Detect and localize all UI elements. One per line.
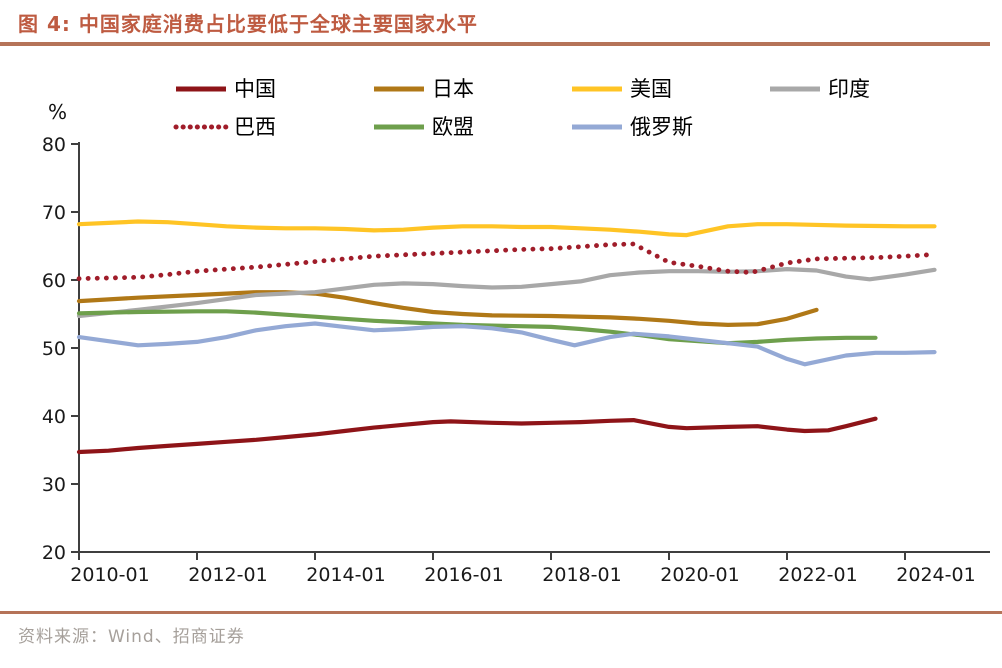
legend-swatch bbox=[374, 86, 424, 92]
legend-item-美国: 美国 bbox=[569, 70, 767, 108]
legend-item-印度: 印度 bbox=[767, 70, 965, 108]
legend-label: 印度 bbox=[828, 76, 870, 101]
y-tick-label: 80 bbox=[42, 134, 66, 156]
source-note: 资料来源：Wind、招商证券 bbox=[18, 627, 245, 647]
legend-item-欧盟: 欧盟 bbox=[371, 108, 569, 146]
legend-label: 美国 bbox=[630, 76, 672, 101]
legend-swatch bbox=[572, 86, 622, 92]
series-line-日本 bbox=[76, 290, 819, 327]
legend-item-日本: 日本 bbox=[371, 70, 569, 108]
legend-swatch bbox=[374, 124, 424, 130]
series-line-印度 bbox=[76, 267, 937, 319]
y-tick-label: 30 bbox=[42, 474, 66, 496]
legend-label: 中国 bbox=[234, 76, 276, 101]
legend-item-巴西: 巴西 bbox=[173, 108, 371, 146]
series-line-俄罗斯 bbox=[76, 321, 937, 367]
legend-swatch bbox=[770, 86, 820, 92]
legend-label: 巴西 bbox=[234, 114, 276, 139]
chart-legend: 中国 日本 美国 印度巴西 欧盟 俄罗斯 bbox=[173, 70, 965, 146]
legend-label: 欧盟 bbox=[432, 114, 474, 139]
chart-title: 图 4: 中国家庭消费占比要低于全球主要国家水平 bbox=[18, 12, 478, 36]
footer-divider bbox=[0, 611, 1002, 614]
x-tick-label: 2018-01 bbox=[542, 564, 621, 586]
legend-item-俄罗斯: 俄罗斯 bbox=[569, 108, 767, 146]
legend-swatch bbox=[176, 86, 226, 92]
x-tick-label: 2014-01 bbox=[306, 564, 385, 586]
x-tick-label: 2012-01 bbox=[188, 564, 267, 586]
legend-swatch bbox=[173, 124, 229, 130]
y-tick-label: 70 bbox=[42, 202, 66, 224]
legend-swatch bbox=[572, 124, 622, 130]
x-tick-label: 2024-01 bbox=[896, 564, 975, 586]
y-axis-unit-label: % bbox=[48, 100, 68, 124]
series-line-巴西 bbox=[76, 241, 931, 282]
y-tick-label: 50 bbox=[42, 338, 66, 360]
y-tick-label: 40 bbox=[42, 406, 66, 428]
x-tick-label: 2016-01 bbox=[424, 564, 503, 586]
x-tick-label: 2022-01 bbox=[778, 564, 857, 586]
title-divider bbox=[0, 42, 990, 46]
series-line-美国 bbox=[76, 219, 937, 238]
y-tick-label: 20 bbox=[42, 542, 66, 564]
legend-label: 俄罗斯 bbox=[630, 114, 693, 139]
legend-item-中国: 中国 bbox=[173, 70, 371, 108]
x-tick-label: 2020-01 bbox=[660, 564, 739, 586]
y-tick-label: 60 bbox=[42, 270, 66, 292]
legend-label: 日本 bbox=[432, 76, 474, 101]
series-line-中国 bbox=[76, 416, 878, 455]
x-tick-label: 2010-01 bbox=[70, 564, 149, 586]
